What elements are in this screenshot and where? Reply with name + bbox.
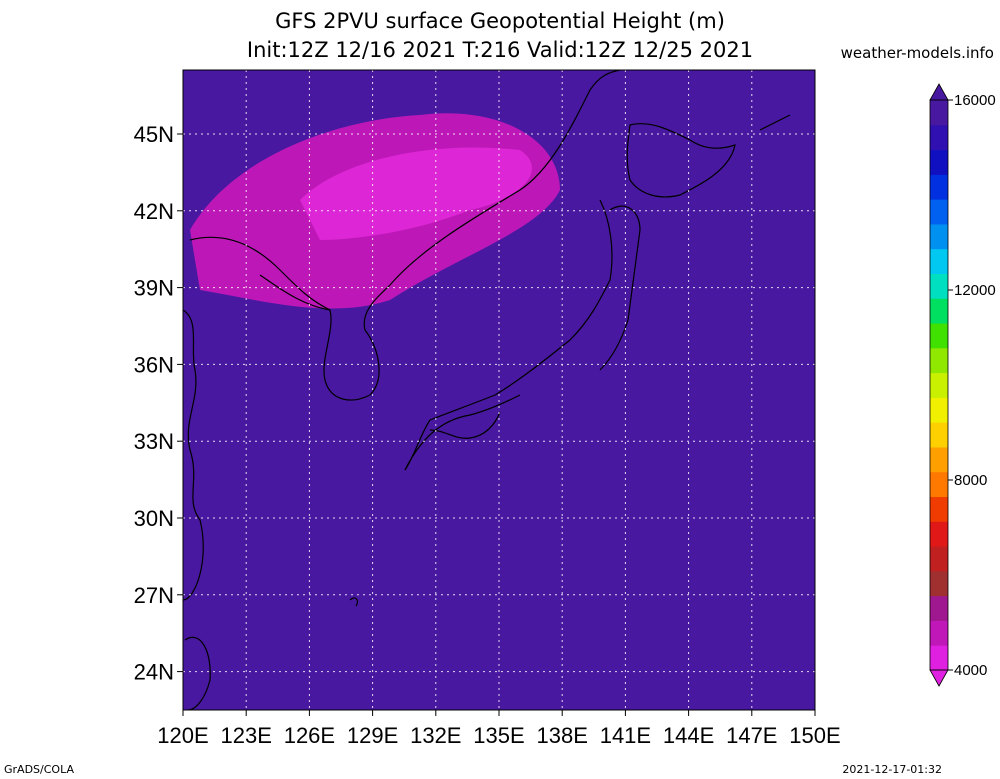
footer-software: GrADS/COLA — [4, 763, 74, 776]
colorbar-segment — [930, 570, 948, 597]
colorbar-frame — [929, 99, 949, 671]
colorbar-segment — [930, 347, 948, 374]
colorbar-segment — [930, 645, 948, 671]
colorbar-label: 8000 — [954, 472, 987, 489]
colorbar-segment — [930, 446, 948, 473]
colorbar-segment — [930, 372, 948, 398]
colorbar-segment — [930, 223, 948, 250]
lon-tick-label: 144E — [663, 723, 714, 748]
source-label: weather-models.info — [840, 44, 994, 62]
lon-tick-label: 135E — [473, 723, 524, 748]
chart-subtitle: Init:12Z 12/16 2021 T:216 Valid:12Z 12/2… — [246, 38, 754, 62]
colorbar-segment — [930, 174, 948, 200]
colorbar-labels: 16000 12000 8000 4000 — [948, 92, 996, 679]
colorbar-segment — [930, 199, 948, 225]
lat-tick-label: 30N — [134, 506, 174, 531]
lon-tick-label: 120E — [157, 723, 208, 748]
colorbar-segment — [930, 471, 948, 498]
lon-tick-label: 150E — [789, 723, 840, 748]
colorbar-segment — [930, 248, 948, 274]
colorbar-max-arrow — [929, 83, 949, 101]
colorbar-label: 16000 — [954, 92, 996, 109]
lat-axis-ticks: 45N 42N 39N 36N 33N 30N 27N 24N — [134, 122, 183, 685]
colorbar — [929, 83, 949, 687]
colorbar-segment — [930, 496, 948, 522]
lon-tick-label: 132E — [410, 723, 461, 748]
colorbar-segment — [930, 124, 948, 151]
colorbar-segment — [930, 422, 948, 448]
colorbar-label: 12000 — [954, 282, 996, 299]
colorbar-segment — [930, 323, 948, 349]
lon-axis-ticks: 120E 123E 126E 129E 132E 135E 138E 141E 144E 147E… — [157, 710, 841, 748]
lat-tick-label: 39N — [134, 276, 174, 301]
chart-title: GFS 2PVU surface Geopotential Height (m) — [275, 9, 725, 33]
lat-tick-label: 45N — [134, 122, 174, 147]
lon-tick-label: 129E — [347, 723, 398, 748]
map-panel — [183, 70, 815, 710]
colorbar-segment — [930, 546, 948, 572]
colorbar-segment — [930, 100, 948, 126]
lat-tick-label: 24N — [134, 660, 174, 685]
colorbar-segment — [930, 595, 948, 621]
colorbar-segment — [930, 298, 948, 324]
colorbar-label: 4000 — [954, 662, 987, 679]
lat-tick-label: 36N — [134, 352, 174, 377]
field-low-core — [300, 147, 532, 240]
colorbar-min-arrow — [929, 669, 949, 687]
lon-tick-label: 147E — [726, 723, 777, 748]
lat-tick-label: 33N — [134, 429, 174, 454]
lat-tick-label: 42N — [134, 199, 174, 224]
lon-tick-label: 123E — [221, 723, 272, 748]
gridlines — [183, 70, 815, 710]
lat-tick-label: 27N — [134, 583, 174, 608]
lon-tick-label: 126E — [284, 723, 335, 748]
colorbar-segment — [930, 273, 948, 299]
colorbar-segment — [930, 521, 948, 547]
lon-tick-label: 141E — [600, 723, 651, 748]
coastlines — [183, 70, 791, 710]
footer-timestamp: 2021-12-17-01:32 — [842, 763, 942, 776]
lon-tick-label: 138E — [537, 723, 588, 748]
colorbar-segment — [930, 397, 948, 423]
colorbar-segment — [930, 149, 948, 175]
colorbar-segment — [930, 620, 948, 646]
